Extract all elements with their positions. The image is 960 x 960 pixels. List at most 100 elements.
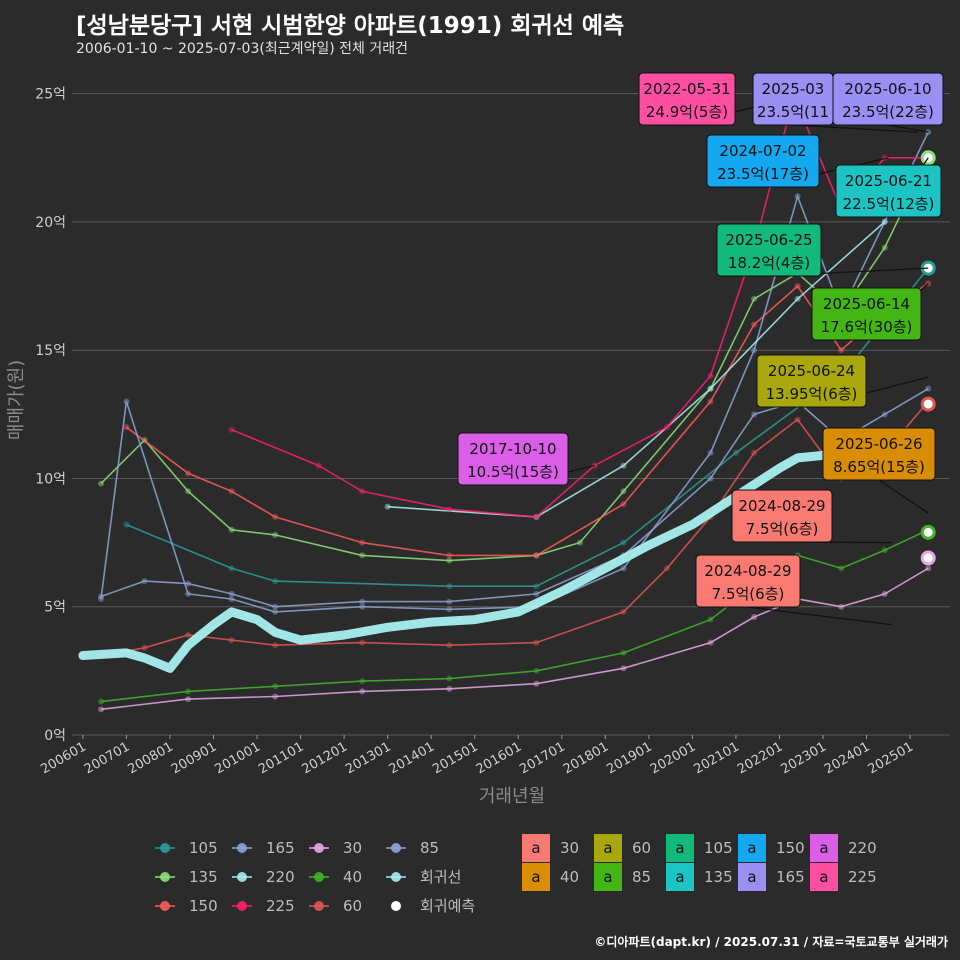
x-tick-label: 200901 xyxy=(169,739,219,777)
legend-box-swatch xyxy=(522,834,550,862)
callout-box xyxy=(731,489,833,543)
data-point xyxy=(620,501,627,508)
data-point xyxy=(228,488,235,495)
legend-swatch xyxy=(237,843,247,853)
callout-date: 2024-07-02 xyxy=(719,142,806,160)
legend-item-85: 85 xyxy=(386,839,439,857)
data-point xyxy=(185,631,192,638)
callout-date: 2025-06-14 xyxy=(823,295,910,313)
data-point xyxy=(185,696,192,703)
data-point xyxy=(794,416,801,423)
data-point xyxy=(620,649,627,656)
legend-boxes: a 30 a 60 a 105 a 150 a 220 a 40 a 85 a 135 a 165 a 225 xyxy=(522,834,877,891)
data-point xyxy=(533,552,540,559)
callout-price: 7.5억(6층) xyxy=(712,585,785,603)
legend-swatch xyxy=(237,901,247,911)
legend-swatch xyxy=(314,901,324,911)
callout-label: 2017-10-10 10.5억(15층) xyxy=(457,432,595,486)
callout-label: 2025-06-14 17.6억(30층) xyxy=(811,283,929,341)
data-point xyxy=(707,372,714,379)
callout-price: 23.5억(17층) xyxy=(717,165,809,183)
data-point xyxy=(664,565,671,572)
legend-box-swatch xyxy=(666,834,694,862)
data-point xyxy=(359,539,366,546)
x-tick-label: 201101 xyxy=(256,739,306,777)
data-point xyxy=(141,578,148,585)
regression-line xyxy=(78,440,915,673)
legend-label: 165 xyxy=(266,839,295,857)
callout-leader xyxy=(792,124,918,133)
data-point xyxy=(123,398,130,405)
data-point xyxy=(707,449,714,456)
data-point xyxy=(359,488,366,495)
data-point xyxy=(751,295,758,302)
legend-swatch xyxy=(160,843,170,853)
data-point xyxy=(446,675,453,682)
data-point xyxy=(272,693,279,700)
data-point xyxy=(272,608,279,615)
prediction-point xyxy=(920,550,936,566)
legend-box-40: a 40 xyxy=(522,863,579,891)
data-point xyxy=(446,598,453,605)
callout-label: 2025-06-21 22.5억(12층) xyxy=(835,157,942,218)
data-point xyxy=(707,616,714,623)
x-tick-label: 202501 xyxy=(866,739,916,777)
callout-date: 2025-06-10 xyxy=(844,80,931,98)
callout-box xyxy=(457,432,569,486)
x-axis-title: 거래년월 xyxy=(479,786,545,807)
data-point xyxy=(446,506,453,513)
data-point xyxy=(881,244,888,251)
legend-swatch xyxy=(391,843,401,853)
legend-box-60: a 60 xyxy=(594,834,651,862)
series-line-60 xyxy=(100,400,929,657)
legend-box-165: a 165 xyxy=(738,863,805,891)
data-point xyxy=(925,565,932,572)
data-point xyxy=(315,462,322,469)
y-axis-title: 매매가(원) xyxy=(6,360,27,440)
legend-label: 40 xyxy=(343,868,362,886)
data-point xyxy=(98,593,105,600)
data-point xyxy=(228,426,235,433)
legend-box-30: a 30 xyxy=(522,834,579,862)
callout-box xyxy=(756,354,867,408)
legend-label: 135 xyxy=(189,868,218,886)
x-tick-label: 202401 xyxy=(822,739,872,777)
footer-credit: ©디아파트(dapt.kr) / 2025.07.31 / 자료=국토교통부 실… xyxy=(594,935,948,949)
y-tick-label: 5억 xyxy=(44,600,66,616)
callout-box xyxy=(822,427,936,481)
data-point xyxy=(98,706,105,713)
callout-leader xyxy=(747,606,893,626)
callout-box xyxy=(811,287,922,341)
data-point xyxy=(707,475,714,482)
x-tick-label: 201501 xyxy=(430,739,480,777)
data-point xyxy=(881,218,888,225)
callout-date: 2025-06-24 xyxy=(768,362,855,380)
legend-label: 60 xyxy=(343,897,362,915)
prediction-point xyxy=(920,396,936,412)
data-point xyxy=(123,521,130,528)
chart-subtitle: 2006-01-10 ~ 2025-07-03(최근계약일) 전체 거래건 xyxy=(76,41,408,57)
callout-date: 2024-08-29 xyxy=(704,562,791,580)
callout-price: 22.5억(12층) xyxy=(843,195,935,213)
data-point xyxy=(359,598,366,605)
legend-item-150: 150 xyxy=(155,897,218,915)
x-tick-label: 201801 xyxy=(561,739,611,777)
legend-box-label: 40 xyxy=(560,868,579,886)
data-point xyxy=(794,193,801,200)
callout-price: 23.5억(22층) xyxy=(842,103,934,121)
legend-box-swatch xyxy=(738,834,766,862)
data-point xyxy=(98,480,105,487)
callout-label: 2024-07-02 23.5억(17층) xyxy=(706,134,889,188)
legend-item-회귀선: 회귀선 xyxy=(386,868,461,886)
callout-box xyxy=(695,554,801,608)
legend-item-165: 165 xyxy=(232,839,295,857)
data-point xyxy=(272,683,279,690)
data-point xyxy=(123,424,130,431)
data-point xyxy=(751,613,758,620)
callout-date: 2024-08-29 xyxy=(738,497,825,515)
data-point xyxy=(446,552,453,559)
data-point xyxy=(664,424,671,431)
callout-price: 13.95억(6층) xyxy=(766,385,858,403)
legend-box-glyph: a xyxy=(603,868,612,886)
x-axis-ticks: 2006012007012008012009012010012011012012… xyxy=(38,735,916,777)
